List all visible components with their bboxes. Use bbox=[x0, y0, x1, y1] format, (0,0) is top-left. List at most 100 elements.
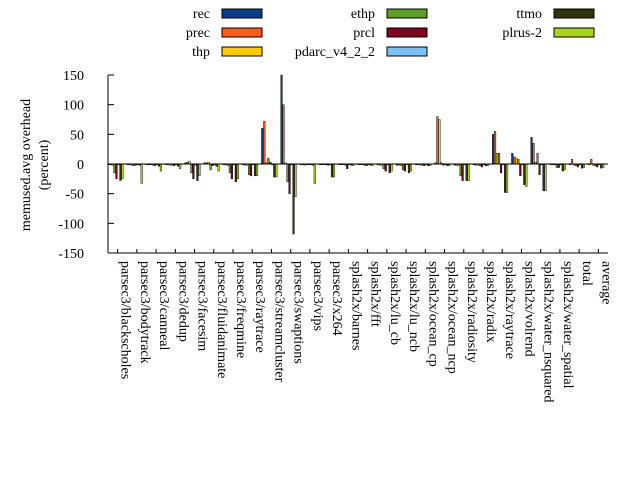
bar-ttmo bbox=[273, 163, 276, 178]
x-category-label: splash2x/water_nsquared bbox=[541, 261, 556, 403]
bar-prcl bbox=[250, 163, 253, 177]
bar-ttmo bbox=[119, 163, 122, 181]
bar-ttmo bbox=[196, 163, 199, 181]
y-tick-label: -50 bbox=[65, 188, 84, 203]
bar-rec bbox=[492, 134, 495, 165]
y-tick-label: 50 bbox=[70, 128, 84, 143]
bar-prcl bbox=[230, 163, 233, 180]
bar-prec bbox=[263, 121, 266, 165]
bar-prec bbox=[494, 131, 497, 165]
bar-ethp bbox=[190, 163, 193, 174]
bar-prcl bbox=[538, 163, 541, 175]
bar-ethp bbox=[286, 163, 289, 182]
x-category-label: parsec3/blackscholes bbox=[118, 261, 133, 379]
bar-prcl bbox=[519, 163, 522, 177]
x-category-label: parsec3/dedup bbox=[175, 261, 190, 342]
bar-plrus-2 bbox=[525, 163, 528, 187]
x-category-label: parsec3/fluidanimate bbox=[214, 261, 229, 378]
legend-swatch bbox=[553, 8, 595, 19]
bar-ttmo bbox=[580, 163, 584, 169]
x-category-label: splash2x/water_spatial bbox=[560, 261, 575, 389]
bar-thp bbox=[496, 153, 499, 165]
bar-plrus-2 bbox=[179, 163, 182, 169]
y-axis-unit: (percent) bbox=[37, 139, 52, 190]
legend-swatch bbox=[386, 8, 428, 19]
y-tick-label: -100 bbox=[58, 217, 84, 232]
bar-prec bbox=[570, 159, 574, 165]
bar-plrus-2 bbox=[313, 163, 316, 184]
x-category-label: parsec3/facesim bbox=[195, 261, 210, 351]
x-category-label: parsec3/streamcluster bbox=[271, 261, 286, 383]
bar-prcl bbox=[384, 163, 387, 172]
x-category-label: average bbox=[598, 261, 613, 305]
bar-ethp bbox=[382, 163, 385, 169]
legend-label: prcl bbox=[353, 26, 375, 41]
bar-thp bbox=[515, 157, 518, 165]
bar-plrus-2 bbox=[275, 163, 278, 178]
bar-plrus-2 bbox=[409, 163, 412, 172]
bar-plrus-2 bbox=[294, 163, 297, 197]
bar-prcl bbox=[288, 163, 291, 194]
y-tick-label: 150 bbox=[63, 69, 84, 84]
axes bbox=[107, 75, 608, 254]
x-category-label: splash2x/fft bbox=[368, 261, 383, 327]
y-tick-label: 0 bbox=[77, 158, 84, 173]
bar-ttmo bbox=[561, 163, 564, 172]
bar-prcl bbox=[192, 163, 195, 180]
bar-ttmo bbox=[542, 163, 545, 191]
bar-ttmo bbox=[292, 163, 295, 235]
legend-label: prec bbox=[186, 26, 210, 41]
bar-rec bbox=[280, 74, 283, 165]
legend: rec prec thp ethp prcl pdarc_v4_2_2 ttmo plrus-… bbox=[186, 7, 595, 60]
bar-ttmo bbox=[330, 163, 334, 178]
bar-prcl bbox=[403, 163, 406, 172]
bar-prcl bbox=[346, 163, 349, 169]
bar-ethp bbox=[209, 163, 212, 171]
bar-rec bbox=[511, 153, 514, 165]
y-tick-label: 100 bbox=[63, 99, 84, 114]
bar-ttmo bbox=[254, 163, 257, 177]
bar-ttmo bbox=[465, 163, 468, 181]
legend-swatch bbox=[221, 8, 263, 19]
bar-ethp bbox=[555, 163, 558, 168]
legend-swatch bbox=[553, 27, 595, 38]
bar-plrus-2 bbox=[198, 163, 201, 177]
bar-prec bbox=[532, 143, 535, 165]
x-category-label: splash2x/radiosity bbox=[464, 261, 479, 363]
x-category-label: splash2x/ocean_cp bbox=[425, 261, 440, 367]
bar-ethp bbox=[459, 163, 462, 177]
bar-prec bbox=[436, 116, 439, 165]
legend-swatch bbox=[221, 46, 263, 57]
bar-plrus-2 bbox=[159, 163, 162, 172]
bar-prcl bbox=[115, 163, 118, 180]
bar-plrus-2 bbox=[582, 163, 586, 168]
bar-plrus-2 bbox=[390, 163, 393, 172]
bar-prcl bbox=[500, 163, 503, 174]
bar-plrus-2 bbox=[121, 163, 124, 180]
bar-plrus-2 bbox=[563, 163, 566, 171]
bar-ttmo bbox=[523, 163, 526, 185]
bar-ethp bbox=[498, 153, 501, 165]
bar-ethp bbox=[113, 163, 116, 174]
bar-ttmo bbox=[600, 163, 603, 169]
legend-label: plrus-2 bbox=[502, 26, 542, 41]
x-category-label: splash2x/lu_cb bbox=[387, 261, 402, 345]
bar-ttmo bbox=[234, 163, 237, 182]
bar-ethp bbox=[248, 163, 251, 175]
bar-rec bbox=[261, 128, 264, 165]
y-tick-label: -150 bbox=[58, 247, 84, 262]
legend-swatch bbox=[386, 27, 428, 38]
x-category-label: splash2x/ocean_ncp bbox=[445, 261, 460, 374]
y-axis-title: memused.avg overhead (percent) bbox=[19, 99, 52, 231]
x-category-label: parsec3/x264 bbox=[329, 261, 344, 336]
x-category-label: parsec3/bodytrack bbox=[137, 261, 152, 364]
bar-ethp bbox=[517, 159, 520, 165]
bar-prec bbox=[513, 156, 516, 165]
bar-plrus-2 bbox=[217, 163, 220, 172]
legend-label: ttmo bbox=[516, 7, 542, 22]
bar-ttmo bbox=[407, 163, 410, 174]
x-category-label: splash2x/volrend bbox=[521, 261, 536, 357]
bar-thp bbox=[438, 119, 441, 165]
bar-plrus-2 bbox=[544, 163, 547, 191]
